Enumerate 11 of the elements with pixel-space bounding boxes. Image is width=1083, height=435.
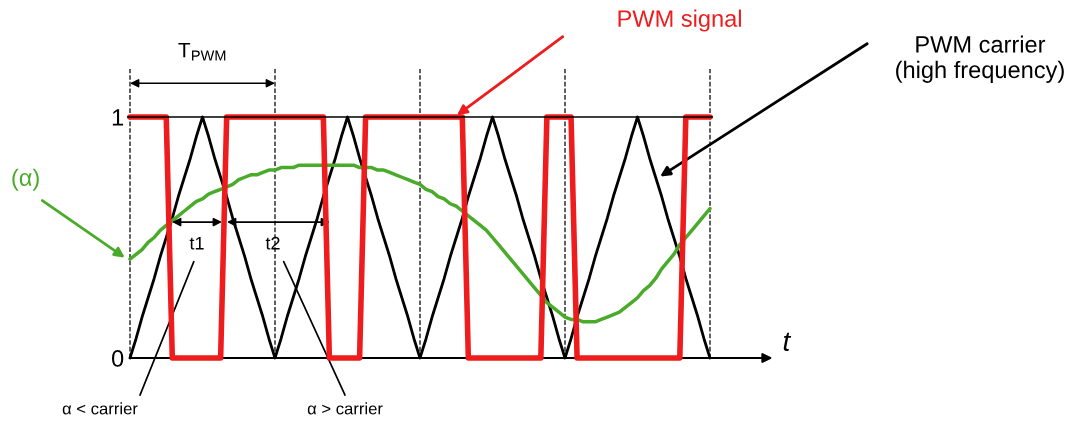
annotation: t2 xyxy=(265,236,280,250)
text: T$_{PWM}$ xyxy=(178,42,226,61)
y-tick-label: 1 xyxy=(112,109,124,126)
text: α < carrier xyxy=(62,402,138,415)
y-tick-label: 0 xyxy=(111,350,124,367)
text: PWM signal xyxy=(618,9,741,32)
text: (α) xyxy=(12,168,39,191)
text: PWM carrier (high frequency) xyxy=(896,35,1064,83)
text: α > carrier xyxy=(307,402,383,415)
x-axis-title: t xyxy=(783,332,792,351)
annotation: t1 xyxy=(189,236,204,250)
